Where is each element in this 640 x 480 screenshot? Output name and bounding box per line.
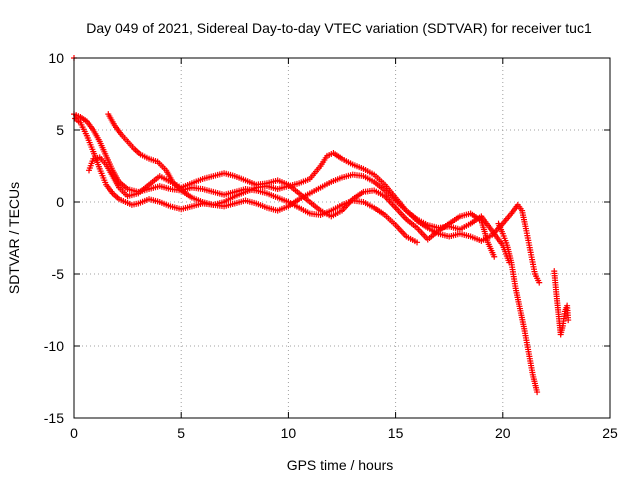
data-point-marker (491, 253, 498, 260)
x-axis-label: GPS time / hours (287, 457, 394, 473)
x-tick-label: 20 (495, 425, 511, 441)
y-tick-label: -10 (44, 338, 64, 354)
x-tick-label: 15 (388, 425, 404, 441)
plot-frame (73, 57, 611, 419)
x-tick-label: 5 (177, 425, 185, 441)
data-points (71, 55, 572, 396)
y-tick-label: 5 (56, 122, 64, 138)
y-tick-label: 0 (56, 194, 64, 210)
y-tick-label: 10 (48, 50, 64, 66)
chart-title: Day 049 of 2021, Sidereal Day-to-day VTE… (86, 20, 592, 36)
x-tick-label: 10 (281, 425, 297, 441)
x-tick-label: 25 (602, 425, 618, 441)
data-point-marker (414, 239, 421, 246)
x-tick-label: 0 (70, 425, 78, 441)
y-axis-label: SDTVAR / TECUs (6, 182, 22, 294)
y-tick-label: -5 (52, 266, 65, 282)
y-tick-label: -15 (44, 410, 64, 426)
data-point-marker (536, 279, 543, 286)
data-point-marker (534, 389, 541, 396)
data-point-marker (565, 317, 572, 324)
